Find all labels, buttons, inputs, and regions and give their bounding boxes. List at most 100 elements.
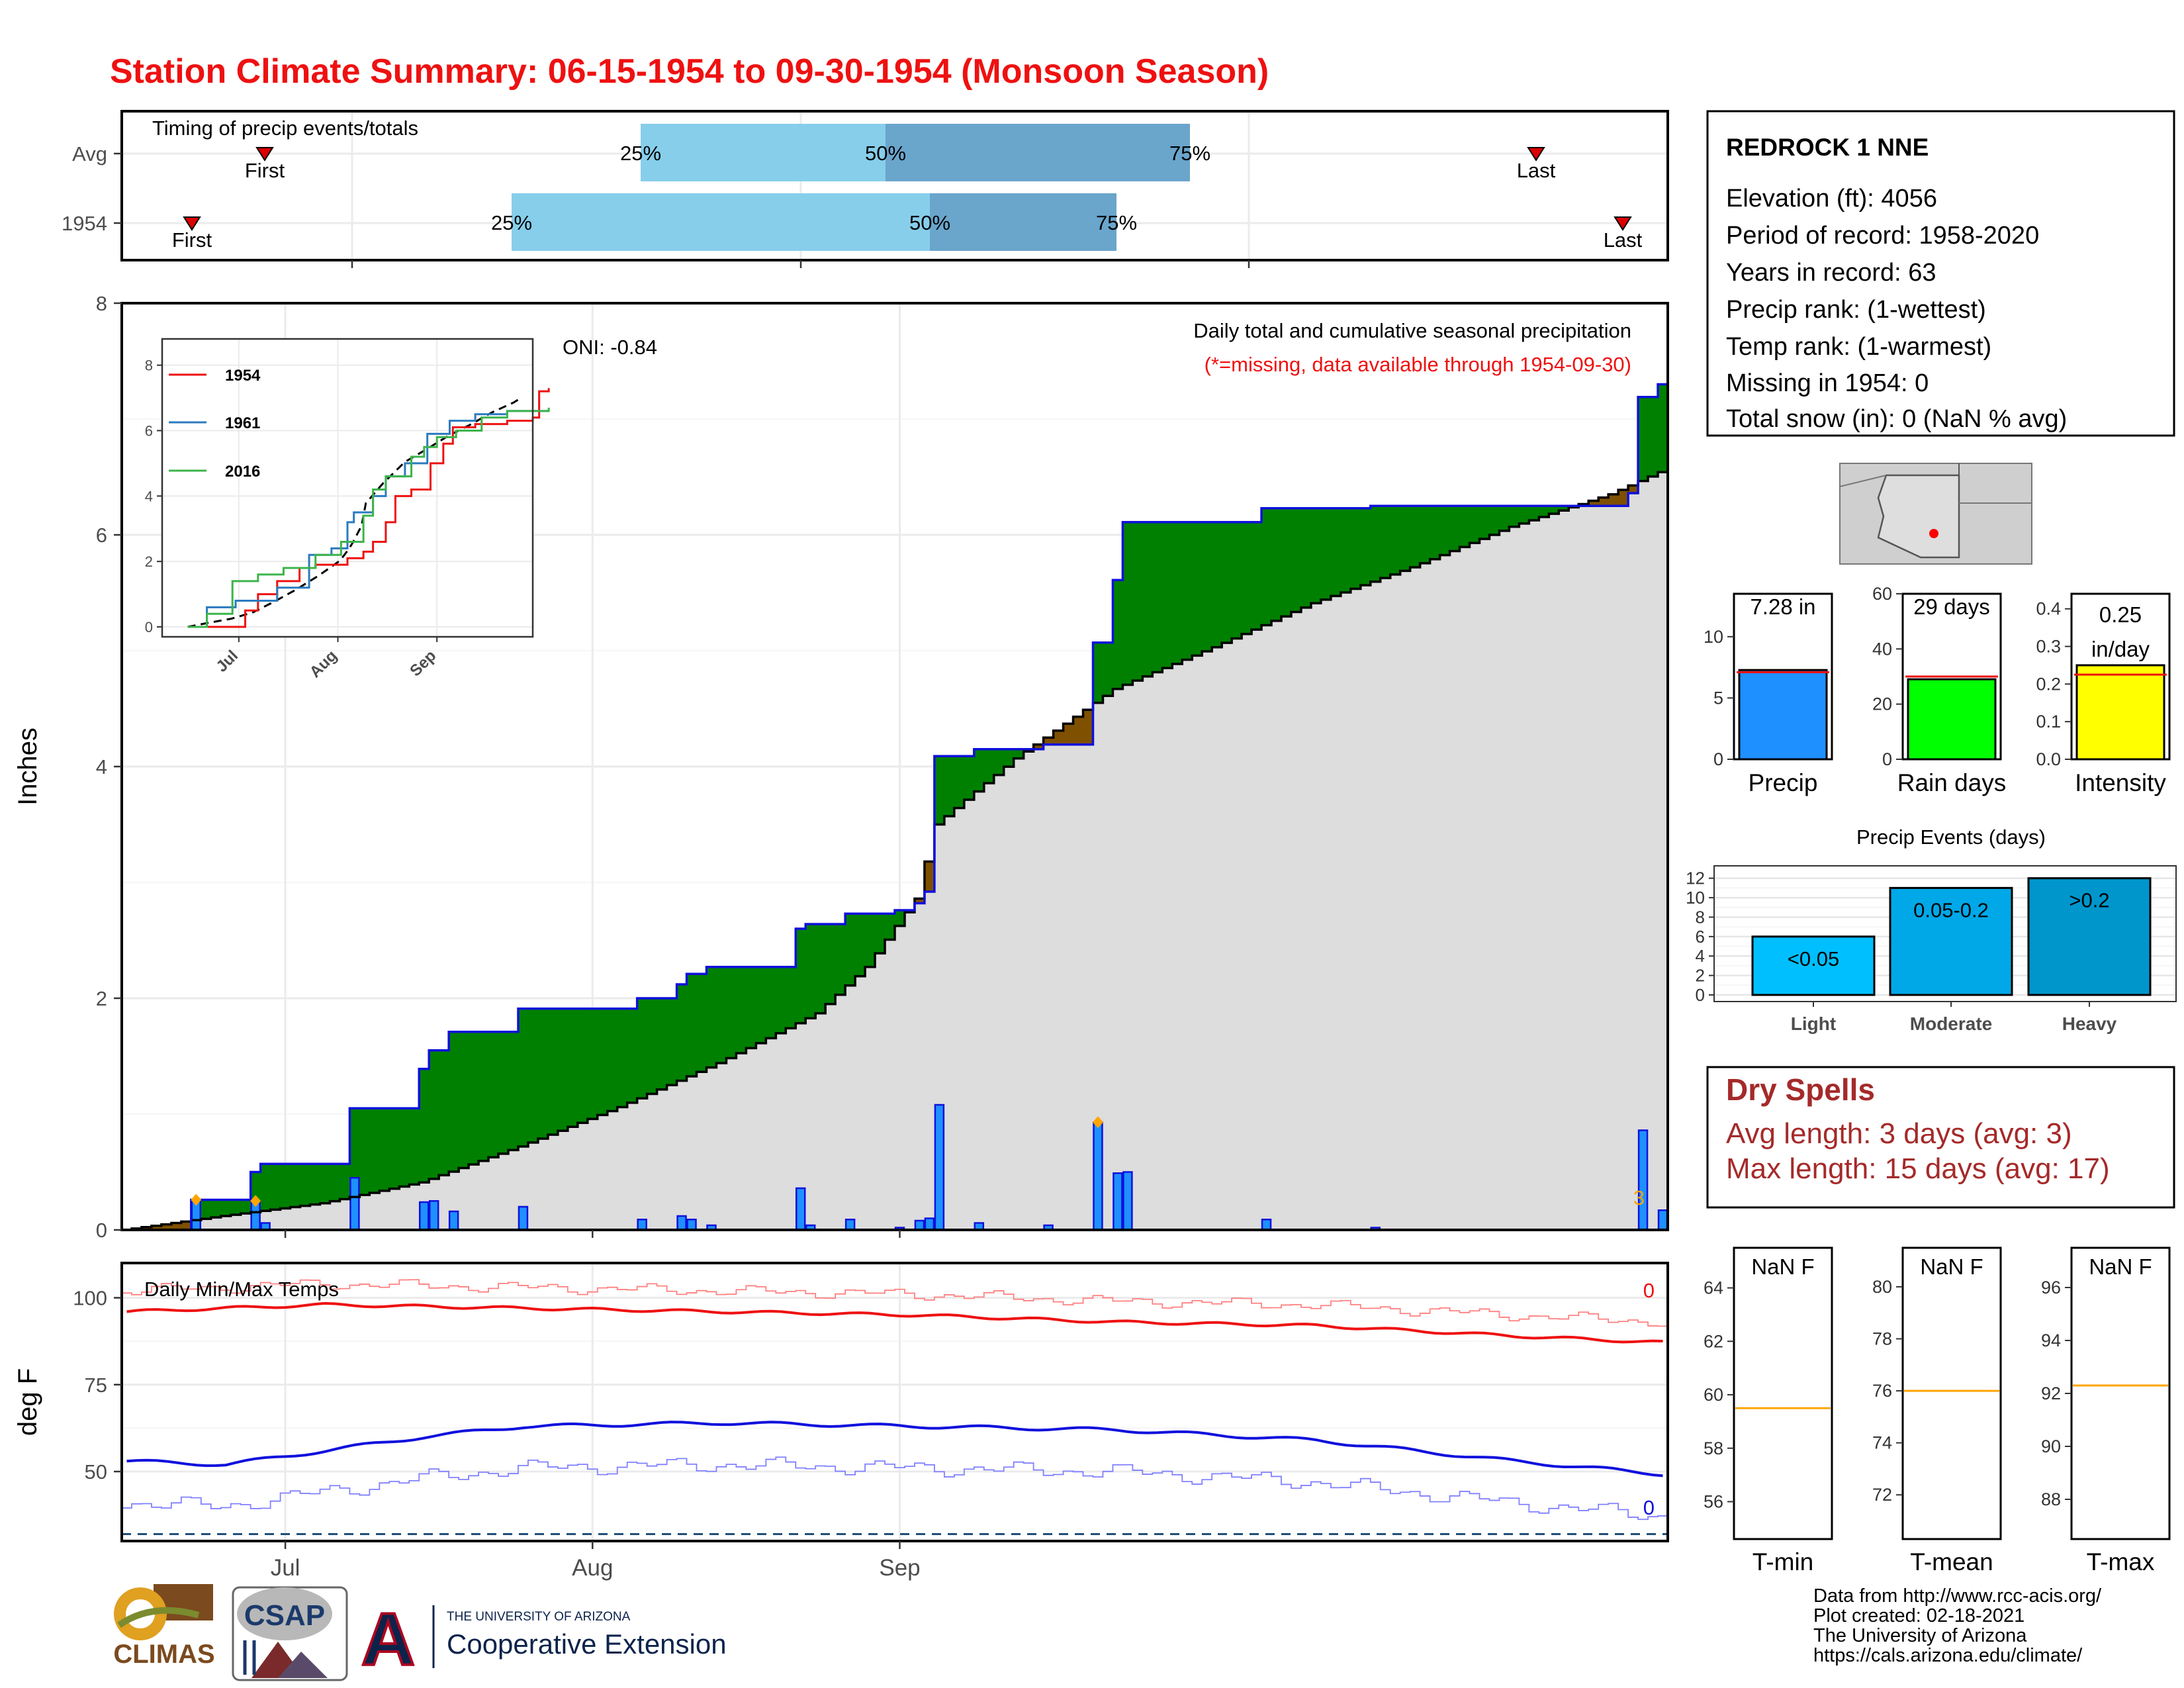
precip-events-chart: Precip Events (days) <0.05 0.05-0.2 >0.2 0… — [1686, 825, 2177, 1034]
rain-days-xlabel: Rain days — [1897, 769, 2007, 796]
summary-y-tick-label: 20 — [1872, 694, 1892, 714]
above-average-fill — [577, 1008, 588, 1123]
tmin-record-line — [122, 1456, 1668, 1521]
footer-credits: Data from http://www.rcc-acis.org/ Plot … — [1813, 1585, 2102, 1666]
above-average-fill — [349, 1108, 360, 1197]
summary-y-tick-label: 0.1 — [2036, 712, 2061, 731]
timing-1954-pct-75: 75% — [1096, 211, 1137, 234]
above-average-fill — [459, 1031, 469, 1168]
tmax-record-line — [122, 1279, 1668, 1327]
timing-1954-first-marker-icon — [183, 216, 201, 231]
above-average-fill — [676, 984, 688, 1081]
precip-events-title: Precip Events (days) — [1856, 825, 2046, 849]
above-average-fill — [1251, 522, 1262, 630]
missing-data-marker — [1092, 1116, 1103, 1129]
summary-y-tick-label: 0 — [1713, 749, 1723, 769]
csap-logo-text: CSAP — [244, 1599, 325, 1632]
above-average-fill — [399, 1108, 410, 1187]
above-average-fill — [885, 914, 895, 940]
rain-days-value-label: 29 days — [1913, 594, 1990, 619]
above-average-fill — [1152, 522, 1163, 673]
summary-y-tick-label: 10 — [1704, 627, 1723, 647]
below-average-fill — [1628, 485, 1639, 493]
above-average-fill — [1192, 522, 1203, 656]
above-average-fill — [944, 756, 955, 817]
main-y-axis-label: Inches — [13, 727, 42, 806]
above-average-fill — [220, 1199, 232, 1216]
above-average-fill — [369, 1108, 380, 1193]
above-average-fill — [270, 1164, 281, 1210]
above-average-fill — [647, 998, 658, 1094]
missing-data-note: (*=missing, data available through 1954-… — [1205, 353, 1631, 376]
temp-y-axis-label: deg F — [13, 1368, 42, 1436]
main-average-area — [122, 472, 1668, 1231]
inset-series-line-1961 — [187, 410, 549, 628]
precip-events-bar-label: >0.2 — [2069, 889, 2109, 912]
above-average-fill — [419, 1068, 430, 1183]
temp-y-tick-label: 100 — [73, 1287, 107, 1310]
precip-events-bar-label: <0.05 — [1788, 947, 1839, 970]
above-average-fill — [1013, 749, 1024, 759]
above-average-fill — [637, 998, 648, 1099]
inset-y-tick-label: 0 — [145, 619, 153, 635]
above-average-fill — [1320, 508, 1332, 600]
above-average-fill — [865, 914, 876, 967]
above-average-fill — [1658, 384, 1668, 473]
tmin-chart: 56 58 60 62 64 NaN F T-min — [1704, 1246, 1833, 1575]
inset-y-tick-label: 4 — [145, 488, 153, 504]
above-average-fill — [607, 1008, 618, 1111]
daily-precip-bar — [1637, 1129, 1649, 1231]
footer-line-data-source: Data from http://www.rcc-acis.org/ — [1813, 1585, 2102, 1607]
precip-events-bar-label: 0.05-0.2 — [1913, 898, 1989, 921]
daily-precip-bar — [518, 1205, 529, 1231]
above-average-fill — [1300, 508, 1312, 608]
above-average-fill — [726, 966, 737, 1058]
average-cumulative-line — [122, 471, 1668, 1231]
above-average-fill — [657, 998, 668, 1090]
above-average-fill — [1330, 508, 1342, 596]
above-average-fill — [1390, 506, 1401, 575]
summary-y-tick-label: 80 — [1872, 1277, 1892, 1297]
precip-bar — [1738, 669, 1828, 761]
timing-1954-bar-25-50 — [512, 193, 930, 251]
inset-series-line-1954 — [187, 388, 550, 628]
daily-precip-bar — [1122, 1171, 1133, 1231]
above-average-fill — [409, 1108, 420, 1185]
main-difference-fill — [131, 384, 1668, 1230]
timing-avg-first-marker-icon — [255, 147, 274, 162]
main-subtitle: Daily total and cumulative seasonal prec… — [1193, 319, 1631, 342]
station-line-period: Period of record: 1958-2020 — [1726, 222, 2039, 250]
summary-y-tick-label: 62 — [1704, 1331, 1723, 1351]
above-average-fill — [1489, 506, 1500, 535]
timing-avg-bar-25-50 — [641, 124, 886, 181]
above-average-fill — [359, 1108, 370, 1196]
temp-plot-background — [122, 1263, 1668, 1541]
timing-1954-bar-50-75 — [930, 193, 1116, 251]
events-y-tick-label: 2 — [1696, 966, 1705, 986]
legend-label-2016: 2016 — [225, 463, 260, 481]
ua-big-text: Cooperative Extension — [447, 1628, 727, 1660]
events-y-tick-label: 12 — [1686, 868, 1705, 888]
precip-events-bar-heavy — [2027, 877, 2152, 996]
rain-days-bar — [1907, 678, 1997, 761]
below-average-fill — [171, 1223, 182, 1230]
dry-spells-avg-length: Avg length: 3 days (avg: 3) — [1726, 1117, 2072, 1150]
above-average-fill — [310, 1164, 321, 1205]
rain-days-chart: 0 20 40 60 29 days Rain days — [1872, 584, 2006, 796]
timing-1954-pct-25: 25% — [491, 211, 532, 234]
above-average-fill — [439, 1050, 449, 1176]
daily-precip-bar — [914, 1219, 925, 1231]
temp-x-tick-label: Jul — [271, 1555, 300, 1581]
below-average-fill — [1618, 490, 1629, 506]
missing-markers — [191, 1116, 1103, 1207]
missing-data-marker — [250, 1195, 261, 1207]
precip-events-bar-light — [1751, 935, 1876, 996]
above-average-fill — [547, 1008, 559, 1135]
summary-y-tick-label: 56 — [1704, 1491, 1723, 1511]
above-average-fill — [1439, 506, 1451, 555]
temp-panel-label: Daily Min/Max Temps — [144, 1278, 339, 1301]
summary-y-tick-label: 76 — [1872, 1381, 1892, 1401]
above-average-fill — [557, 1008, 569, 1131]
above-average-fill — [597, 1008, 608, 1115]
summary-y-tick-label: 92 — [2041, 1383, 2061, 1403]
